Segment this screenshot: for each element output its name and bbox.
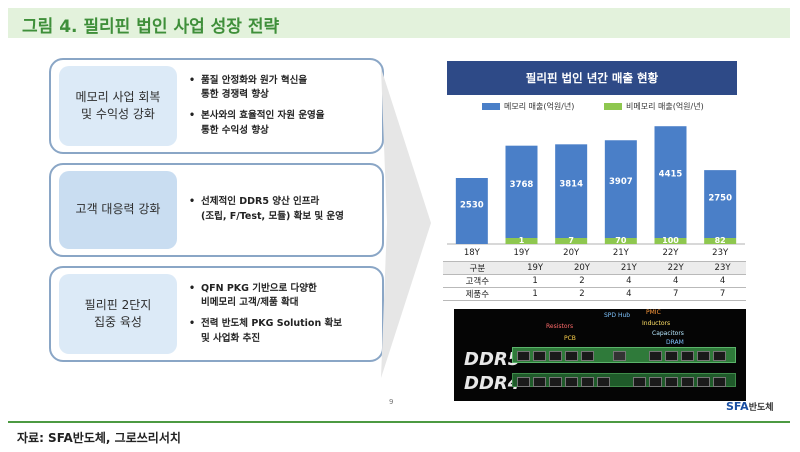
slide: 메모리 사업 회복 및 수익성 강화 품질 안정화와 원가 혁신을 통한 경쟁력…	[36, 48, 781, 414]
table-row: 제품수 1 2 4 7 7	[443, 287, 746, 301]
bullet-item: QFN PKG 기반으로 다양한 비메모리 고객/제품 확대	[189, 282, 378, 311]
panel-bullets: 품질 안정화와 원가 혁신을 통한 경쟁력 향상 본사와의 효율적인 자원 운영…	[189, 60, 378, 152]
x-tick-label: 18Y	[464, 248, 481, 258]
table-row: 고객수 1 2 4 4 4	[443, 274, 746, 288]
bullet-item: 품질 안정화와 원가 혁신을 통한 경쟁력 향상	[189, 74, 378, 103]
non-memory-value-label: 7	[568, 236, 574, 245]
memory-value-label: 2530	[460, 201, 484, 211]
table-cell: 1	[511, 274, 559, 288]
bullet-item: 선제적인 DDR5 양산 인프라 (조립, F/Test, 모듈) 확보 및 운…	[189, 195, 378, 224]
table-header-cell: 21Y	[605, 261, 653, 275]
divider	[8, 421, 790, 423]
table-header-cell: 23Y	[699, 261, 746, 275]
board-label: Capacitors	[652, 330, 684, 337]
non-memory-bar	[505, 238, 538, 244]
board-label: Inductors	[642, 320, 671, 327]
board-label: PMIC	[646, 309, 661, 316]
table-header-row: 구분 19Y 20Y 21Y 22Y 23Y	[443, 261, 746, 275]
x-tick-label: 20Y	[563, 248, 580, 258]
board-label: PCB	[564, 335, 576, 342]
chart-title: 필리핀 법인 년간 매출 현황	[447, 61, 737, 95]
legend-label: 메모리 매출(억원/년)	[504, 102, 575, 111]
non-memory-value-label: 82	[715, 236, 726, 245]
non-memory-bar	[604, 238, 637, 244]
ddr5-module	[512, 347, 736, 363]
ddr4-module	[512, 373, 736, 387]
table-header-cell: 19Y	[511, 261, 559, 275]
non-memory-value-label: 1	[519, 236, 525, 245]
memory-value-label: 4415	[659, 170, 683, 180]
ddr-module-image: DDR5 DDR4 SPD Hub PMIC Resistors Inducto…	[454, 309, 746, 401]
memory-bar	[704, 170, 737, 238]
memory-value-label: 2750	[708, 194, 732, 204]
panel-bullets: QFN PKG 기반으로 다양한 비메모리 고객/제품 확대 전력 반도체 PK…	[189, 268, 378, 360]
board-label: Resistors	[546, 323, 574, 330]
sales-bar-chart: 2530 18Y 3768 1 19Y 3814 7 20Y 3907 70 21Y 4415 100 2…	[447, 126, 745, 258]
chevron-right-icon	[381, 68, 431, 378]
figure-title: 그림 4. 필리핀 법인 사업 성장 전략	[22, 17, 280, 37]
legend-swatch	[482, 103, 500, 110]
table-cell: 4	[652, 274, 700, 288]
non-memory-bar	[555, 238, 588, 244]
x-tick-label: 21Y	[613, 248, 630, 258]
memory-value-label: 3768	[510, 180, 534, 190]
non-memory-value-label: 70	[615, 236, 627, 245]
x-tick-label: 23Y	[712, 248, 729, 258]
memory-bar	[654, 126, 687, 238]
source-note: 자료: SFA반도체, 그로쓰리서치	[17, 431, 181, 445]
x-tick-label: 22Y	[662, 248, 679, 258]
table-cell: 1	[511, 287, 559, 301]
ddr4-label: DDR4	[464, 373, 521, 394]
table-cell: 4	[605, 287, 653, 301]
non-memory-value-label: 100	[662, 236, 679, 245]
table-header-cell: 20Y	[558, 261, 606, 275]
strategy-panel-memory: 메모리 사업 회복 및 수익성 강화 품질 안정화와 원가 혁신을 통한 경쟁력…	[49, 58, 384, 154]
strategy-panel-philippines: 필리핀 2단지 집중 육성 QFN PKG 기반으로 다양한 비메모리 고객/제…	[49, 266, 384, 362]
table-cell: 2	[558, 274, 606, 288]
x-tick-label: 19Y	[513, 248, 530, 258]
table-cell: 7	[652, 287, 700, 301]
memory-bar	[555, 144, 588, 238]
table-cell: 2	[558, 287, 606, 301]
legend-item-non-memory: 비메모리 매출(억원/년)	[604, 101, 704, 112]
bullet-item: 전력 반도체 PKG Solution 확보 및 사업화 추진	[189, 317, 378, 346]
legend-label: 비메모리 매출(억원/년)	[626, 102, 704, 111]
page-number: 9	[389, 398, 394, 406]
panel-bullets: 선제적인 DDR5 양산 인프라 (조립, F/Test, 모듈) 확보 및 운…	[189, 165, 378, 255]
memory-value-label: 3814	[559, 179, 583, 189]
legend-item-memory: 메모리 매출(억원/년)	[482, 101, 574, 112]
board-label: DRAM	[666, 339, 684, 346]
ddr5-label: DDR5	[464, 349, 521, 370]
table-header-cell: 구분	[443, 261, 512, 275]
panel-label: 메모리 사업 회복 및 수익성 강화	[59, 66, 177, 146]
table-cell: 4	[605, 274, 653, 288]
panel-label: 고객 대응력 강화	[59, 171, 177, 249]
customer-product-table: 구분 19Y 20Y 21Y 22Y 23Y 고객수 1 2 4 4 4	[443, 261, 746, 301]
strategy-panel-customer: 고객 대응력 강화 선제적인 DDR5 양산 인프라 (조립, F/Test, …	[49, 163, 384, 257]
memory-bar	[455, 178, 488, 244]
table-header-cell: 22Y	[652, 261, 700, 275]
memory-bar	[604, 140, 637, 238]
bullet-item: 본사와의 효율적인 자원 운영을 통한 수익성 향상	[189, 109, 378, 138]
chart-legend: 메모리 매출(억원/년) 비메모리 매출(억원/년)	[454, 101, 744, 115]
memory-bar	[505, 145, 538, 238]
legend-swatch	[604, 103, 622, 110]
title-bar: 그림 4. 필리핀 법인 사업 성장 전략	[8, 8, 790, 38]
company-logo: SFA반도체	[726, 400, 774, 413]
memory-value-label: 3907	[609, 177, 633, 187]
non-memory-bar	[704, 238, 737, 244]
table-cell: 4	[699, 274, 746, 288]
panel-label: 필리핀 2단지 집중 육성	[59, 274, 177, 354]
table-cell: 고객수	[443, 274, 512, 288]
non-memory-bar	[654, 238, 687, 244]
table-cell: 7	[699, 287, 746, 301]
board-label: SPD Hub	[604, 312, 631, 319]
table-cell: 제품수	[443, 287, 512, 301]
